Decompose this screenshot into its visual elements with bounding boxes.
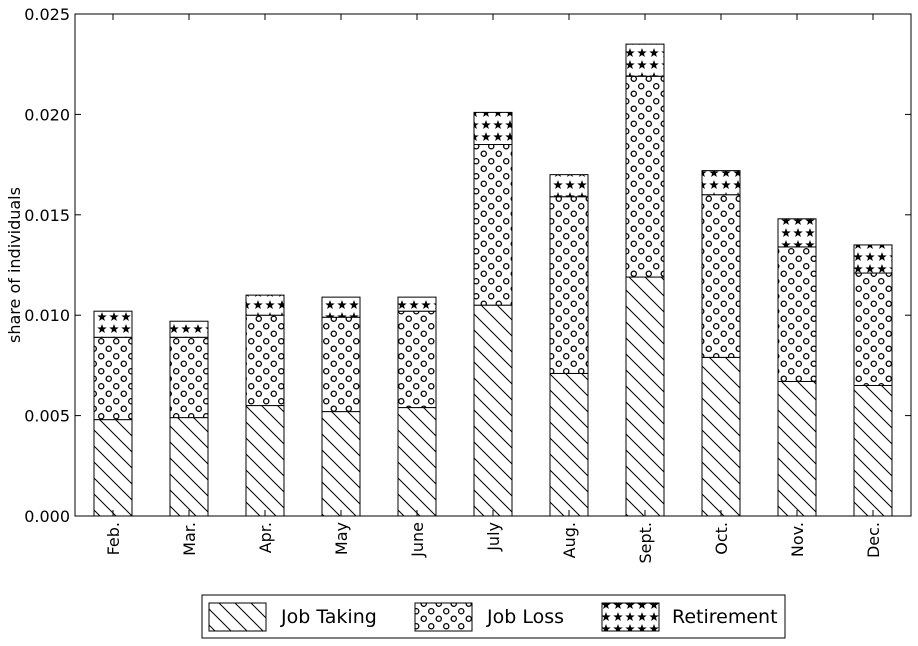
bar-job-loss-dec [853, 272, 893, 386]
y-tick-label: 0.010 [24, 306, 70, 325]
x-tick-label-feb: Feb. [104, 522, 123, 555]
bar-job-loss-sept [625, 75, 665, 278]
x-tick-label-oct: Oct. [712, 522, 731, 555]
y-axis: 0.000 0.005 0.010 0.015 0.020 0.025 [24, 5, 911, 526]
y-tick-label: 0.005 [24, 407, 70, 426]
bar-job-loss-oct [701, 194, 741, 358]
bar-retirement-feb [93, 310, 133, 338]
bar-job-taking-june [397, 407, 437, 517]
x-tick-label-july: July [484, 522, 503, 552]
bar-job-taking-oct [701, 356, 741, 517]
bar-job-taking-nov [777, 380, 817, 517]
bar-retirement-june [397, 296, 437, 312]
legend-swatch-job-taking [208, 602, 267, 632]
bar-retirement-mar [169, 320, 209, 338]
bar-job-loss-mar [169, 336, 209, 419]
bar-job-loss-feb [93, 336, 133, 421]
x-tick-label-dec: Dec. [864, 522, 883, 558]
bar-retirement-may [321, 296, 361, 318]
x-tick-label-june: June [408, 522, 427, 558]
legend: Job Taking Job Loss Retirement [201, 594, 786, 639]
bar-retirement-july [473, 111, 513, 146]
y-tick-label: 0.020 [24, 105, 70, 124]
y-tick-label: 0.025 [24, 5, 70, 24]
legend-label-job-taking: Job Taking [280, 606, 377, 628]
bar-retirement-oct [701, 170, 741, 196]
bar-job-loss-apr [245, 314, 285, 407]
x-axis: Feb. Mar. Apr. May June July Aug. Sept. Oct. Nov.… [104, 14, 883, 564]
bar-job-loss-may [321, 316, 361, 413]
y-tick-label: 0.015 [24, 206, 70, 225]
bar-job-taking-may [321, 411, 361, 517]
x-tick-label-aug: Aug. [560, 522, 579, 558]
legend-swatch-retirement [601, 602, 660, 632]
bar-job-loss-nov [777, 246, 817, 382]
bar-retirement-nov [777, 218, 817, 248]
bar-retirement-sept [625, 43, 665, 77]
bar-job-loss-aug [549, 196, 589, 374]
x-tick-label-may: May [332, 522, 351, 555]
legend-frame [201, 594, 786, 639]
legend-label-job-loss: Job Loss [486, 606, 564, 628]
bar-job-taking-aug [549, 372, 589, 517]
bars-layer [93, 43, 893, 517]
bar-job-loss-june [397, 310, 437, 409]
x-tick-label-apr: Apr. [256, 522, 275, 553]
legend-label-retirement: Retirement [672, 606, 778, 628]
bar-retirement-dec [853, 244, 893, 274]
bar-job-taking-july [473, 304, 513, 517]
bar-retirement-apr [245, 294, 285, 316]
x-tick-label-sept: Sept. [636, 522, 655, 564]
bar-retirement-aug [549, 174, 589, 198]
bar-job-taking-apr [245, 405, 285, 517]
y-tick-label: 0.000 [24, 507, 70, 526]
y-axis-label: share of individuals [5, 187, 24, 343]
bar-job-taking-feb [93, 419, 133, 517]
bar-job-taking-dec [853, 384, 893, 517]
x-tick-label-nov: Nov. [788, 522, 807, 557]
bar-job-taking-mar [169, 417, 209, 517]
bar-job-taking-sept [625, 276, 665, 517]
x-tick-label-mar: Mar. [180, 522, 199, 556]
legend-swatch-job-loss [414, 602, 473, 632]
bar-job-loss-july [473, 144, 513, 306]
